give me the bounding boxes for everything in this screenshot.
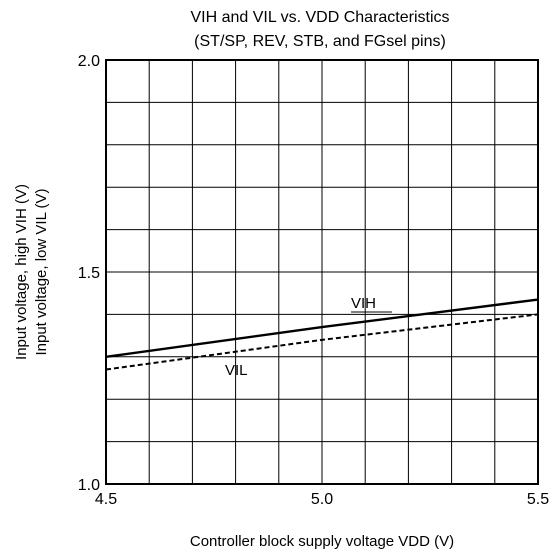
y-tick-label: 1.5 bbox=[78, 265, 100, 282]
x-tick-label: 5.0 bbox=[311, 491, 333, 508]
tick-labels: 4.5 5.0 5.5 1.0 1.5 2.0 bbox=[78, 53, 549, 508]
series-label-vih: VIH bbox=[351, 295, 376, 312]
series-line-vih bbox=[105, 298, 539, 358]
series-label-vil: VIL bbox=[225, 362, 248, 379]
chart-title-line-1: VIH and VIL vs. VDD Characteristics bbox=[190, 9, 449, 26]
series-line-vil bbox=[105, 313, 539, 371]
x-axis-title: Controller block supply voltage VDD (V) bbox=[190, 533, 454, 550]
x-tick-label: 4.5 bbox=[95, 491, 117, 508]
y-axis-title-line-1: Input voltage, high VIH (V) bbox=[13, 184, 30, 360]
y-tick-label: 2.0 bbox=[78, 53, 100, 70]
plot-frame bbox=[105, 59, 539, 485]
x-tick-label: 5.5 bbox=[527, 491, 549, 508]
y-axis-title-line-2: Input voltage, low VIL (V) bbox=[33, 188, 50, 355]
series-lines bbox=[105, 298, 539, 371]
y-tick-label: 1.0 bbox=[78, 477, 100, 494]
grid-lines bbox=[106, 60, 538, 484]
chart-title-line-2: (ST/SP, REV, STB, and FGsel pins) bbox=[194, 33, 446, 50]
